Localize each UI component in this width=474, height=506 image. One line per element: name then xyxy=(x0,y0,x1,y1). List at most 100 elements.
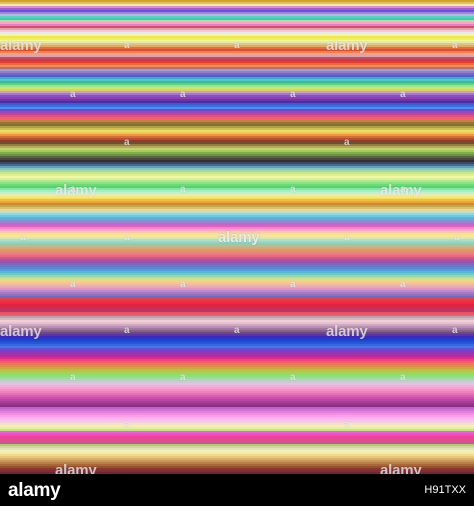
stripe xyxy=(0,63,474,66)
stripe xyxy=(0,41,474,45)
stripe xyxy=(0,436,474,440)
stripe xyxy=(0,19,474,23)
stripe xyxy=(0,187,474,191)
stripe xyxy=(0,193,474,197)
stripe xyxy=(0,464,474,467)
stripe xyxy=(0,314,474,317)
stripe xyxy=(0,17,474,21)
stripe xyxy=(0,345,474,349)
stripe xyxy=(0,207,474,210)
stripe xyxy=(0,217,474,220)
stripe xyxy=(0,414,474,418)
watermark-mark: a xyxy=(124,325,130,336)
watermark-logo: alamy xyxy=(0,323,42,340)
stripe xyxy=(0,440,474,443)
watermark-mark: a xyxy=(70,89,76,100)
stripe xyxy=(0,363,474,366)
watermark-mark: a xyxy=(234,325,240,336)
stripe xyxy=(0,270,474,274)
stripe xyxy=(0,124,474,127)
stripe xyxy=(0,161,474,165)
stripe xyxy=(0,316,474,319)
stripe xyxy=(0,398,474,402)
watermark-mark: a xyxy=(70,279,76,290)
stripe xyxy=(0,90,474,94)
stripe xyxy=(0,468,474,471)
stripe xyxy=(0,387,474,390)
watermark-mark: a xyxy=(344,137,350,148)
stripe xyxy=(0,195,474,199)
stripe xyxy=(0,389,474,392)
stripe xyxy=(0,148,474,151)
stripe xyxy=(0,396,474,400)
stripe xyxy=(0,300,474,303)
watermark-mark: a xyxy=(124,137,130,148)
stripe xyxy=(0,339,474,343)
stripe xyxy=(0,69,474,72)
watermark-mark: a xyxy=(290,279,296,290)
stripe xyxy=(0,169,474,173)
stripe xyxy=(0,325,474,329)
stripe xyxy=(0,242,474,246)
stripe xyxy=(0,284,474,287)
stripe xyxy=(0,452,474,455)
stripe xyxy=(0,298,474,301)
watermark-mark: a xyxy=(344,232,350,243)
stripe xyxy=(0,450,474,453)
stripe xyxy=(0,458,474,461)
stripe xyxy=(0,276,474,280)
stripe xyxy=(0,179,474,183)
stripe xyxy=(0,35,474,39)
stripe xyxy=(0,51,474,54)
stripe xyxy=(0,442,474,445)
stripe xyxy=(0,294,474,297)
stripe xyxy=(0,244,474,248)
stripe xyxy=(0,353,474,357)
stripe xyxy=(0,126,474,129)
stripe xyxy=(0,462,474,465)
stripe xyxy=(0,365,474,368)
watermark-mark: a xyxy=(124,419,130,430)
stripe xyxy=(0,408,474,412)
stripe xyxy=(0,231,474,234)
stripe xyxy=(0,254,474,258)
stripe xyxy=(0,65,474,68)
stripe xyxy=(0,67,474,70)
stripe xyxy=(0,138,474,141)
watermark-logo: alamy xyxy=(55,182,97,199)
stripe xyxy=(0,460,474,463)
watermark-logo: alamy xyxy=(326,323,368,340)
stripe xyxy=(0,215,474,218)
watermark-mark: a xyxy=(70,372,76,383)
stripe xyxy=(0,430,474,434)
stripe xyxy=(0,191,474,195)
stripe xyxy=(0,96,474,100)
stripe xyxy=(0,142,474,145)
stripe xyxy=(0,98,474,102)
stripe xyxy=(0,308,474,311)
stripe xyxy=(0,444,474,447)
stripe xyxy=(0,75,474,78)
stripe xyxy=(0,201,474,205)
stripe xyxy=(0,264,474,268)
stripe xyxy=(0,205,474,208)
stripe xyxy=(0,173,474,177)
alamy-logo: alamy xyxy=(8,480,61,501)
stripe xyxy=(0,146,474,149)
stripe xyxy=(0,406,474,410)
stripe xyxy=(0,272,474,276)
stripe xyxy=(0,233,474,236)
stripe xyxy=(0,456,474,459)
stripe xyxy=(0,383,474,386)
stripe xyxy=(0,27,474,31)
stripe xyxy=(0,53,474,56)
stripe xyxy=(0,108,474,112)
stripe xyxy=(0,150,474,153)
stripe xyxy=(0,258,474,262)
stripe xyxy=(0,45,474,48)
stripe xyxy=(0,472,474,474)
stripe xyxy=(0,118,474,122)
watermark-mark: a xyxy=(180,184,186,195)
stripe xyxy=(0,426,474,430)
watermark-logo: alamy xyxy=(218,229,260,246)
